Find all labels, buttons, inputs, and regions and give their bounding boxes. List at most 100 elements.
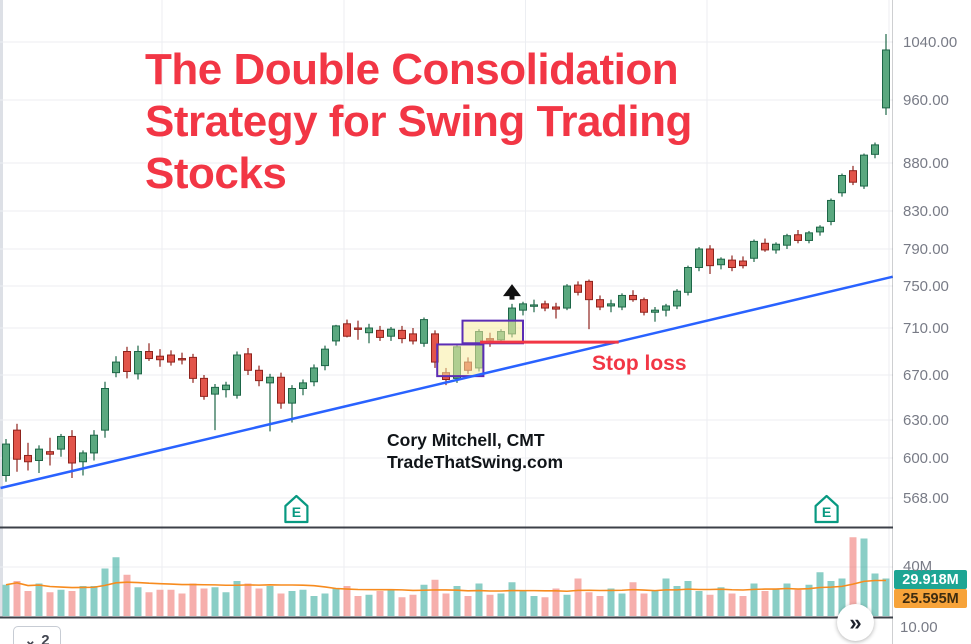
support-trendline[interactable] <box>0 275 893 490</box>
attribution: Cory Mitchell, CMT TradeThatSwing.com <box>387 429 563 473</box>
candle <box>189 356 197 379</box>
price-tick-label: 600.00 <box>903 450 949 467</box>
candle <box>123 351 131 372</box>
attribution-author: Cory Mitchell, CMT <box>387 430 545 450</box>
candle <box>255 369 263 382</box>
candle <box>772 243 780 251</box>
bars-count-label: 2 <box>41 631 50 644</box>
candle <box>750 240 758 259</box>
candle <box>838 174 846 194</box>
consolidation-box[interactable] <box>461 319 524 345</box>
candle <box>343 323 351 337</box>
candle <box>387 328 395 337</box>
candle <box>211 386 219 395</box>
bars-count-button[interactable]: ⌄ 2 <box>13 626 61 644</box>
candle <box>585 280 593 301</box>
candle <box>706 248 714 267</box>
price-tick-label: 670.00 <box>903 367 949 384</box>
candle <box>2 443 10 477</box>
candle <box>739 260 747 267</box>
price-tick-label: 960.00 <box>903 92 949 109</box>
title-line: Strategy for Swing Trading <box>145 96 692 146</box>
candle <box>101 388 109 431</box>
candle <box>321 348 329 367</box>
candle <box>266 376 274 384</box>
candle <box>871 144 879 155</box>
candle <box>563 285 571 309</box>
candle <box>409 333 417 342</box>
volume-tick-label: 40M <box>903 558 933 575</box>
candle <box>717 258 725 266</box>
candle <box>233 354 241 396</box>
candle <box>420 319 428 344</box>
candle <box>618 294 626 308</box>
left-edge-strip <box>0 0 3 617</box>
price-tick-label: 630.00 <box>903 412 949 429</box>
candle <box>530 304 538 307</box>
candle <box>365 327 373 334</box>
candle <box>57 435 65 450</box>
candle <box>519 303 527 311</box>
candle <box>662 305 670 311</box>
candle <box>640 299 648 313</box>
candle <box>178 358 186 361</box>
earnings-marker[interactable]: E <box>814 494 839 524</box>
price-tick-label: 710.00 <box>903 320 949 337</box>
candle <box>79 452 87 463</box>
candle <box>541 303 549 309</box>
candle <box>651 309 659 313</box>
candle <box>332 325 340 342</box>
candle <box>156 355 164 361</box>
price-tick-label: 790.00 <box>903 241 949 258</box>
candle <box>882 49 890 109</box>
title-line: Stocks <box>145 148 287 198</box>
candle <box>354 327 362 330</box>
volume-ma-badge: 25.595M <box>894 589 967 608</box>
breakout-arrow-icon <box>503 284 521 300</box>
candle <box>376 329 384 338</box>
chevron-down-icon: ⌄ <box>24 632 37 644</box>
consolidation-box[interactable] <box>436 343 485 378</box>
price-tick-label: 568.00 <box>903 490 949 507</box>
candle <box>222 384 230 391</box>
candle <box>13 429 21 460</box>
volume-series <box>2 537 890 616</box>
candle <box>629 294 637 301</box>
candle <box>596 299 604 308</box>
earnings-marker[interactable]: E <box>284 494 309 524</box>
earnings-letter: E <box>292 504 301 520</box>
candle <box>695 248 703 268</box>
lower-pane-scale-label: 10.00 <box>900 619 938 636</box>
stop-loss-label: Stop loss <box>592 352 687 375</box>
candle <box>35 448 43 461</box>
earnings-letter: E <box>822 504 831 520</box>
candle <box>673 290 681 307</box>
chart-title: The Double Consolidation Strategy for Sw… <box>145 44 845 200</box>
candle <box>761 242 769 251</box>
candle <box>607 303 615 307</box>
candle <box>310 367 318 383</box>
price-axis[interactable]: 29.918M 25.595M 1040.00 960.00 880.00 830.0… <box>893 0 971 644</box>
candle <box>684 267 692 293</box>
candle <box>24 454 32 463</box>
price-tick-label: 1040.00 <box>903 34 958 51</box>
candle <box>244 353 252 371</box>
candle <box>794 234 802 241</box>
candle <box>816 226 824 233</box>
candle <box>167 354 175 363</box>
candle <box>46 451 54 455</box>
volume-ma-line <box>5 579 886 593</box>
candle <box>805 232 813 241</box>
candle <box>728 259 736 269</box>
candle <box>145 351 153 360</box>
scroll-to-recent-button[interactable]: » <box>837 604 874 641</box>
candle <box>90 434 98 454</box>
candle <box>68 435 76 464</box>
price-tick-label: 750.00 <box>903 278 949 295</box>
candle <box>849 170 857 183</box>
double-chevron-right-icon: » <box>849 609 862 635</box>
candle <box>552 306 560 310</box>
attribution-site: TradeThatSwing.com <box>387 452 563 473</box>
